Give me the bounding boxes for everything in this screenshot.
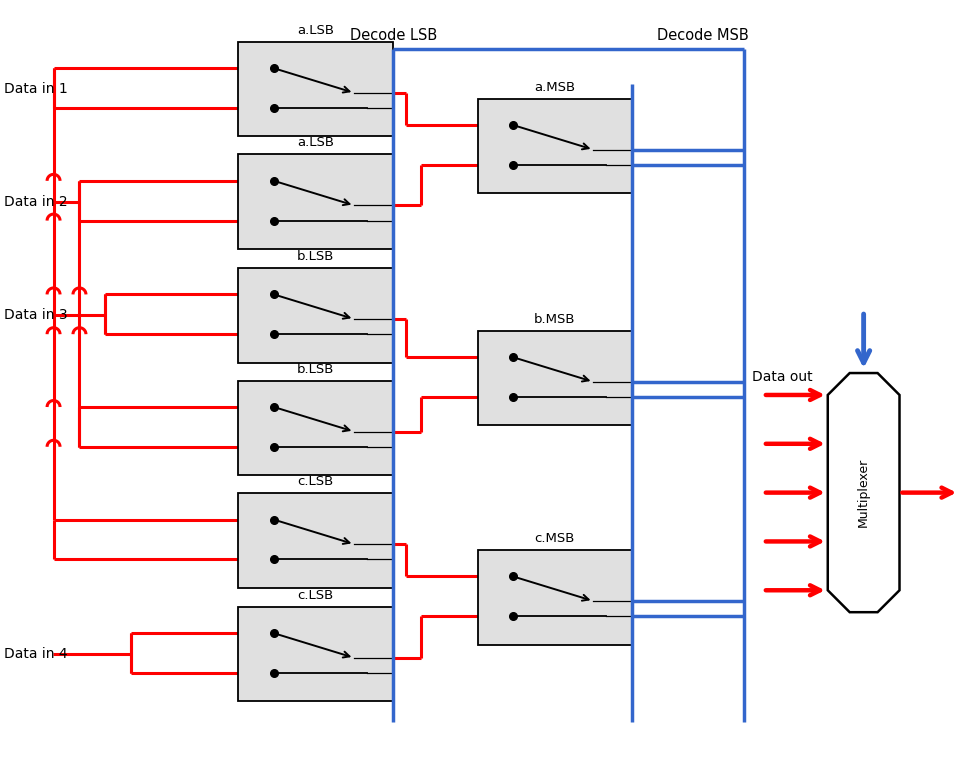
Text: c.LSB: c.LSB — [297, 475, 333, 488]
Text: c.LSB: c.LSB — [297, 589, 333, 601]
Bar — [478, 98, 632, 193]
Bar — [238, 268, 392, 363]
Text: a.MSB: a.MSB — [534, 80, 576, 94]
Text: Decode LSB: Decode LSB — [350, 29, 437, 43]
Bar — [238, 42, 392, 136]
Text: Data in 1: Data in 1 — [4, 82, 68, 96]
Bar — [238, 607, 392, 701]
Text: Multiplexer: Multiplexer — [858, 458, 870, 527]
Polygon shape — [828, 373, 899, 612]
Bar — [238, 380, 392, 475]
Text: a.LSB: a.LSB — [297, 24, 334, 37]
Text: Data in 2: Data in 2 — [4, 195, 68, 209]
Text: Data out: Data out — [752, 369, 813, 384]
Bar — [238, 493, 392, 587]
Bar — [238, 155, 392, 249]
Text: Decode MSB: Decode MSB — [657, 29, 749, 43]
Text: Data in 4: Data in 4 — [4, 647, 68, 661]
Text: b.LSB: b.LSB — [297, 363, 334, 376]
Bar — [478, 331, 632, 425]
Text: b.LSB: b.LSB — [297, 250, 334, 263]
Text: c.MSB: c.MSB — [535, 532, 575, 545]
Text: a.LSB: a.LSB — [297, 136, 334, 149]
Text: b.MSB: b.MSB — [534, 313, 576, 325]
Bar — [478, 550, 632, 645]
Text: Data in 3: Data in 3 — [4, 308, 68, 322]
